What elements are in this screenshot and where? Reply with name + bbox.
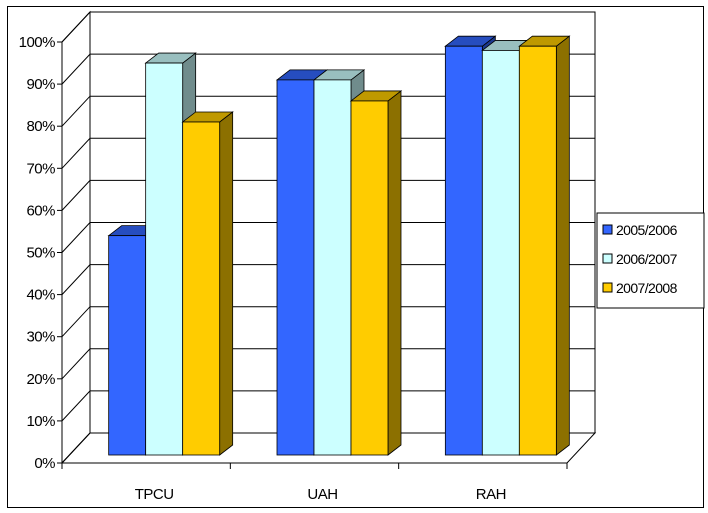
x-axis-category-labels: TPCU UAH RAH: [135, 486, 507, 503]
legend-label: 2006/2007: [616, 251, 678, 267]
x-category-label: TPCU: [135, 486, 174, 503]
legend-swatch: [602, 253, 613, 264]
gridline: [61, 306, 595, 338]
bar-front: [350, 100, 389, 456]
legend: 2005/2006 2006/2007 2007/2008: [596, 212, 705, 309]
gridline: [61, 222, 595, 253]
bar-front: [145, 62, 184, 456]
y-tick-label: 0%: [34, 455, 55, 472]
legend-swatch: [602, 224, 613, 235]
bar-front: [313, 79, 352, 456]
bar: [518, 35, 571, 456]
gridline: [61, 95, 595, 127]
gridline: [61, 53, 595, 85]
bar-side: [219, 111, 234, 456]
bar-side: [555, 35, 570, 456]
bar-front: [108, 235, 147, 456]
bar-front: [276, 79, 315, 456]
bar-front: [182, 121, 221, 456]
bar-front: [518, 45, 557, 456]
bar: [181, 111, 234, 456]
y-tick-label: 70%: [26, 160, 55, 177]
bar-front: [481, 50, 520, 456]
gridline: [61, 137, 595, 169]
gridline: [61, 390, 595, 422]
legend-label: 2007/2008: [616, 280, 678, 296]
legend-swatch: [602, 282, 613, 293]
y-tick-label: 80%: [26, 118, 55, 135]
gridline: [61, 432, 595, 464]
y-tick-label: 90%: [26, 76, 55, 93]
gridline: [61, 348, 595, 380]
gridlines: [57, 11, 595, 469]
y-tick-label: 50%: [26, 245, 55, 262]
y-tick-label: 20%: [26, 371, 55, 388]
bar: [349, 90, 403, 456]
y-tick-label: 100%: [19, 34, 56, 51]
x-category-label: RAH: [476, 486, 506, 503]
y-tick-label: 60%: [26, 202, 55, 219]
y-tick-label: 10%: [26, 413, 55, 430]
gridline: [61, 11, 595, 43]
gridline: [61, 179, 595, 211]
x-category-label: UAH: [307, 486, 337, 503]
gridline: [61, 264, 595, 295]
y-tick-label: 30%: [26, 329, 55, 346]
bar-side: [387, 90, 402, 456]
legend-label: 2005/2006: [616, 222, 678, 238]
y-axis-tick-labels: 0% 10% 20% 30% 40% 50% 60% 70% 80% 90% 100%: [19, 34, 56, 472]
legend-box: [596, 212, 705, 309]
y-tick-label: 40%: [26, 287, 55, 304]
bar-front: [444, 45, 483, 456]
bars: [107, 35, 571, 456]
